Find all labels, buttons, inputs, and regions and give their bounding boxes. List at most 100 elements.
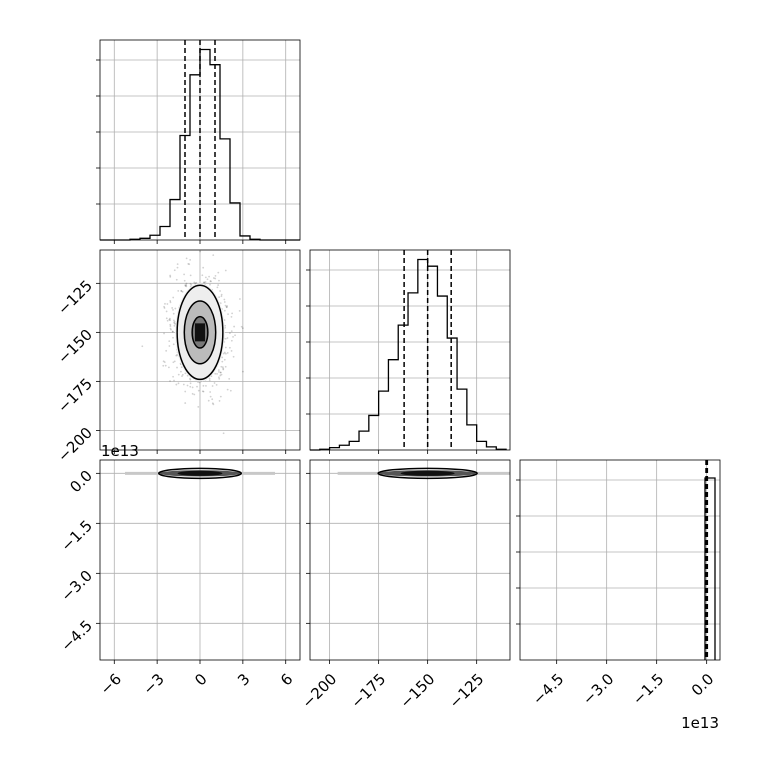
scatter-point: [201, 274, 204, 277]
scatter-point: [214, 277, 217, 280]
scatter-point: [230, 350, 233, 352]
scatter-point: [215, 383, 218, 386]
scatter-point: [167, 366, 170, 369]
scatter-point: [222, 432, 225, 435]
ticks-joint-0-2: [96, 472, 287, 664]
scatter-point: [225, 306, 228, 308]
scatter-point: [189, 282, 192, 285]
scatter-point: [166, 303, 169, 305]
scatter-point: [186, 384, 189, 387]
scatter-point: [226, 352, 229, 354]
scatter-point: [185, 257, 188, 260]
scatter-point: [201, 390, 204, 393]
quantiles-param-1: [403, 250, 452, 450]
density-peak: [400, 470, 455, 476]
scatter-point: [173, 324, 176, 327]
scatter-point: [184, 285, 187, 287]
x-tick-label-p1: −200: [298, 670, 340, 712]
scatter-point: [164, 302, 166, 305]
scatter-point: [180, 289, 183, 292]
ticks-hist-1: [306, 269, 478, 454]
scatter-point: [242, 370, 244, 373]
x-offset-label: 1e13: [681, 714, 719, 732]
scatter-point: [195, 281, 198, 284]
scatter-point: [163, 305, 165, 308]
scatter-point: [172, 296, 175, 299]
scatter-point: [163, 332, 165, 335]
y-tick-label-p1: −175: [54, 375, 96, 417]
density-joint-0-1: [175, 283, 225, 382]
scatter-point: [221, 356, 224, 359]
scatter-point: [207, 399, 210, 402]
scatter-point: [233, 325, 236, 328]
scatter-point: [223, 301, 226, 303]
scatter-point: [219, 371, 222, 374]
contour-outer: [377, 467, 478, 480]
panel-hist-0: [96, 39, 301, 244]
scatter-point: [217, 271, 220, 274]
scatter-point: [173, 319, 175, 322]
scatter-point: [168, 345, 171, 347]
x-tick-label-p2: −1.5: [629, 670, 667, 708]
scatter-point: [209, 391, 212, 393]
scatter-point: [224, 346, 227, 349]
scatter-point: [177, 382, 180, 385]
scatter-point: [240, 325, 243, 328]
scatter-point: [220, 373, 223, 376]
y-tick-label-p2: −1.5: [58, 517, 96, 555]
scatter-point: [214, 275, 217, 277]
x-tick-label-p0: −3: [140, 670, 168, 698]
y-tick-label-p2: −4.5: [58, 617, 96, 655]
scatter-point: [176, 266, 179, 269]
scatter-point: [189, 259, 192, 261]
scatter-point: [163, 307, 166, 309]
scatter-point: [168, 340, 171, 343]
scatter-point: [165, 349, 168, 352]
scatter-point: [176, 353, 179, 356]
scatter-point: [193, 281, 196, 284]
scatter-point: [216, 286, 219, 289]
frame-hist-1: [309, 249, 511, 451]
scatter-point: [170, 328, 172, 331]
scatter-point: [173, 321, 175, 324]
x-tick-label-p1: −150: [397, 670, 439, 712]
scatter-point: [211, 402, 214, 405]
grid-joint-0-2: [100, 460, 300, 660]
scatter-point: [181, 375, 183, 378]
scatter-point: [229, 389, 232, 392]
scatter-point: [202, 390, 205, 393]
scatter-point: [230, 339, 233, 342]
scatter-point: [175, 354, 178, 357]
y-tick-label-p2: −3.0: [58, 567, 96, 605]
scatter-point: [206, 278, 209, 281]
scatter-point: [232, 355, 235, 358]
scatter-point: [217, 369, 220, 372]
scatter-point: [172, 361, 175, 364]
scatter-point: [219, 371, 222, 374]
contour-level-1: [183, 300, 217, 365]
panel-hist-2: [516, 459, 721, 664]
scatter-point: [211, 385, 214, 387]
scatter-point: [173, 379, 175, 382]
x-tick-label-p0: −6: [97, 670, 125, 698]
scatter-point: [177, 290, 180, 292]
scatter-point: [210, 280, 212, 283]
scatter-point: [212, 254, 215, 257]
panel-joint-1-2: [306, 459, 511, 664]
grid-joint-1-2: [310, 460, 510, 660]
y-offset-label: 1e13: [101, 442, 139, 460]
scatter-point: [169, 274, 172, 277]
scatter-point: [216, 372, 218, 375]
scatter-point: [185, 284, 188, 287]
scatter-point: [192, 218, 194, 220]
scatter-point: [228, 377, 231, 380]
scatter-point: [172, 309, 174, 311]
scatter-point: [221, 360, 224, 363]
scatter-point: [176, 263, 179, 266]
ticks-hist-0: [96, 59, 287, 244]
scatter-point: [164, 364, 167, 367]
scatter-point: [212, 247, 214, 249]
scatter-point: [173, 269, 176, 272]
scatter-point: [169, 317, 171, 320]
scatter-point: [228, 332, 231, 335]
